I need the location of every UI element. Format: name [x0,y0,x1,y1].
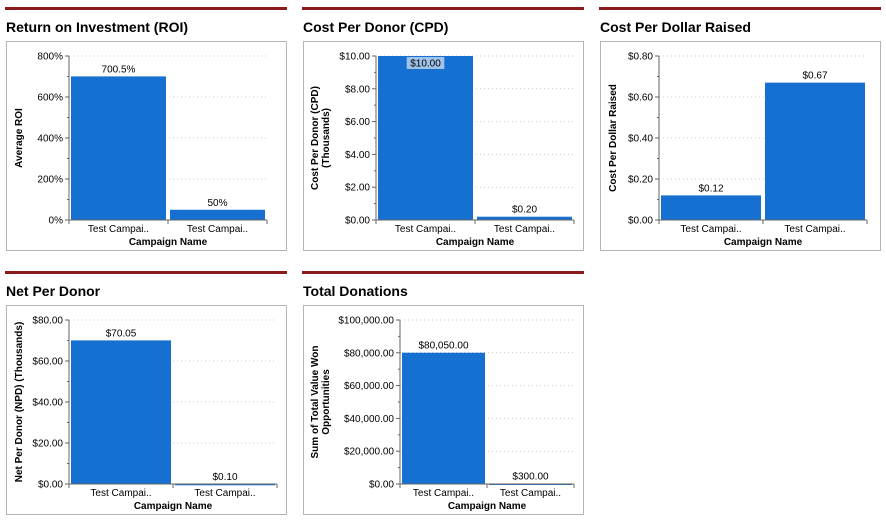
y-tick-label: $60,000.00 [344,381,394,392]
x-axis-title: Campaign Name [129,237,208,248]
y-tick-label: $0.60 [628,93,653,104]
y-tick-label: $6.00 [345,117,370,128]
x-tick-label: Test Campai.. [413,488,474,499]
data-label: $300.00 [512,472,549,483]
y-tick-label: 0% [49,216,64,227]
panel-title: Net Per Donor [6,283,101,299]
bar [477,216,572,220]
x-tick-label: Test Campai.. [194,488,255,499]
x-tick-label: Test Campai.. [90,488,151,499]
bar [71,76,166,221]
y-tick-label: $20.00 [32,439,63,450]
x-axis-title: Campaign Name [134,501,213,512]
bar [170,209,265,220]
y-tick-label: $10.00 [339,52,370,63]
bar [661,195,761,220]
x-axis-title: Campaign Name [448,501,527,512]
panel-rule [5,271,287,274]
panel-title: Cost Per Dollar Raised [600,19,751,35]
x-tick-label: Test Campai.. [784,224,845,235]
total-donations-chart[interactable]: $0.00 $20,000.00 $40,000.00 $60,000.00 $80,0… [303,305,584,515]
y-tick-label: $0.80 [628,52,653,63]
data-label: $80,050.00 [418,341,468,352]
y-axis-title: (Thousands) [321,108,332,168]
x-axis-title: Campaign Name [436,237,515,248]
y-tick-label: $20,000.00 [344,447,394,458]
net-per-donor-chart[interactable]: $0.00 $20.00 $40.00 $60.00 $80.00 $70.05 Test … [6,305,287,515]
data-label: $0.10 [212,472,237,483]
bar [402,352,485,484]
panel-rule [302,7,584,10]
cpd-chart[interactable]: $0.00 $2.00 $4.00 $6.00 $8.00 $10.00 $10.00 Tes… [303,41,584,251]
cost-per-dollar-chart[interactable]: $0.00 $0.20 $0.40 $0.60 $0.80 $0.12 Test Campa… [600,41,881,251]
chart-svg: $0.00 $20.00 $40.00 $60.00 $80.00 $70.05 Test … [14,316,278,512]
y-tick-label: 400% [37,134,63,145]
data-label: 700.5% [102,64,136,75]
y-axis-title: Average ROI [14,108,25,168]
panel-title: Total Donations [303,283,408,299]
data-label: $10.00 [410,59,441,70]
y-axis-title: Opportunities [321,369,332,435]
bar [175,483,275,486]
panel-title: Cost Per Donor (CPD) [303,19,449,35]
bar [765,82,865,221]
y-axis-title: Sum of Total Value Won [310,346,321,459]
data-label: $0.67 [802,71,827,82]
x-tick-label: Test Campai.. [88,224,149,235]
y-tick-label: $0.00 [628,216,653,227]
chart-svg: $0.00 $20,000.00 $40,000.00 $60,000.00 $80,0… [310,316,575,512]
data-label: $0.12 [698,183,723,194]
panel-rule [302,271,584,274]
data-label: $0.20 [512,205,537,216]
roi-chart[interactable]: 0% 200% 400% 600% 800% 700.5% Test Campai.. 50%… [6,41,287,251]
data-label: 50% [207,198,227,209]
x-tick-label: Test Campai.. [680,224,741,235]
bar [71,340,171,484]
x-tick-label: Test Campai.. [494,224,555,235]
data-label-bg [406,57,445,69]
y-tick-label: $80.00 [32,316,63,327]
panel-title: Return on Investment (ROI) [6,19,189,35]
bar [378,56,473,220]
y-tick-label: 800% [37,52,63,63]
data-label: $70.05 [106,328,137,339]
x-tick-label: Test Campai.. [395,224,456,235]
y-axis-title: Cost Per Dollar Raised [608,84,619,192]
y-tick-label: $40.00 [32,398,63,409]
x-tick-label: Test Campai.. [500,488,561,499]
y-tick-label: 200% [37,175,63,186]
y-tick-label: $40,000.00 [344,414,394,425]
chart-svg: $0.00 $2.00 $4.00 $6.00 $8.00 $10.00 $10.00 Tes… [310,52,575,248]
x-axis-title: Campaign Name [724,237,803,248]
y-tick-label: $100,000.00 [338,316,394,327]
y-tick-label: $2.00 [345,183,370,194]
y-tick-label: $0.00 [38,480,63,491]
y-axis-title: Cost Per Donor (CPD) [310,86,321,190]
y-tick-label: $8.00 [345,84,370,95]
y-tick-label: 600% [37,93,63,104]
y-axis-title: Net Per Donor (NPD) (Thousands) [14,322,25,483]
panel-rule [599,7,881,10]
y-tick-label: $80,000.00 [344,348,394,359]
y-tick-label: $0.40 [628,134,653,145]
panel-rule [5,7,287,10]
y-tick-label: $0.00 [369,480,394,491]
y-tick-label: $0.00 [345,216,370,227]
chart-svg: $0.00 $0.20 $0.40 $0.60 $0.80 $0.12 Test Campa… [608,52,868,248]
x-tick-label: Test Campai.. [187,224,248,235]
y-tick-label: $60.00 [32,357,63,368]
y-tick-label: $0.20 [628,175,653,186]
y-tick-label: $4.00 [345,150,370,161]
chart-svg: 0% 200% 400% 600% 800% 700.5% Test Campai.. 50%… [14,52,268,248]
